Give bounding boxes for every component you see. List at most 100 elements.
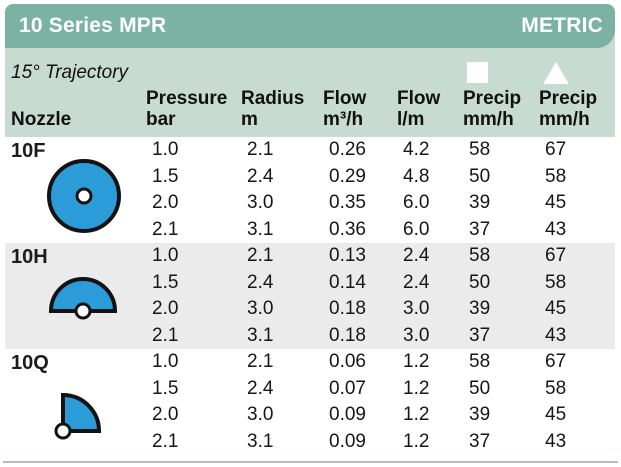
flow-m3h-cell: 0.09 bbox=[329, 430, 366, 452]
flow-lm-cell: 4.8 bbox=[403, 165, 430, 187]
precip-square-value: 50 bbox=[469, 165, 491, 187]
page-title: 10 Series MPR bbox=[19, 14, 167, 37]
radius-cell: 3.1 bbox=[247, 430, 274, 452]
precip-square-value: 58 bbox=[469, 245, 491, 267]
flow-m3h-cell: 0.13 bbox=[329, 245, 366, 267]
flow-m3h-cell: 0.07 bbox=[329, 377, 366, 399]
flow-lm-cell: 1.2 bbox=[403, 430, 430, 452]
precip-square-value: 39 bbox=[469, 298, 491, 320]
pressure-cell: 1.5 bbox=[152, 165, 179, 187]
precip-square-value: 50 bbox=[469, 377, 491, 399]
flow-lm-cell: 2.4 bbox=[403, 271, 430, 293]
precip-triangle-value: 43 bbox=[545, 430, 567, 452]
radius-cell: 3.0 bbox=[247, 298, 274, 320]
radius-cell: 2.1 bbox=[247, 139, 274, 161]
nozzle-cell-10F: 10F bbox=[5, 137, 140, 243]
radius-cell: 2.4 bbox=[247, 377, 274, 399]
trajectory-label: 15° Trajectory bbox=[11, 61, 129, 83]
flow-m3h-cell: 0.26 bbox=[329, 139, 366, 161]
triangle-icon bbox=[543, 61, 569, 84]
flow-m3h-cell: 0.35 bbox=[329, 192, 366, 214]
precip-square-value: 37 bbox=[469, 324, 491, 346]
precip-square-value: 37 bbox=[469, 218, 491, 240]
flow-m3h-cell: 0.14 bbox=[329, 271, 366, 293]
precip-triangle-value: 45 bbox=[545, 192, 567, 214]
pressure-cell: 2.0 bbox=[152, 404, 179, 426]
nozzle-cell-10H: 10H bbox=[5, 243, 140, 349]
full-circle-pattern-icon bbox=[47, 159, 121, 233]
flow-lm-cell: 6.0 bbox=[403, 218, 430, 240]
pressure-cell: 1.0 bbox=[152, 245, 179, 267]
column-header-nozzle: Nozzle bbox=[11, 109, 72, 130]
nozzle-label: 10Q bbox=[11, 352, 49, 374]
precip-triangle-value: 45 bbox=[545, 404, 567, 426]
precip-square-value: 37 bbox=[469, 430, 491, 452]
radius-cell: 2.1 bbox=[247, 351, 274, 373]
nozzle-label: 10F bbox=[11, 140, 46, 162]
radius-cell: 3.1 bbox=[247, 324, 274, 346]
precip-square-value: 39 bbox=[469, 404, 491, 426]
nozzle-label: 10H bbox=[11, 246, 48, 268]
pressure-cell: 1.5 bbox=[152, 377, 179, 399]
nozzle-group-10Q: 10Q 1.0 2.1 0.06 1.2 58 67 1.5 2.4 0.07 … bbox=[5, 349, 615, 455]
nozzle-cell-10Q: 10Q bbox=[5, 349, 140, 455]
flow-m3h-cell: 0.18 bbox=[329, 298, 366, 320]
precip-triangle-value: 67 bbox=[545, 351, 567, 373]
precip-triangle-value: 58 bbox=[545, 271, 567, 293]
precip-square-value: 50 bbox=[469, 271, 491, 293]
column-header-pressure: Pressure bar bbox=[146, 88, 228, 130]
precip-square-value: 58 bbox=[469, 351, 491, 373]
flow-lm-cell: 1.2 bbox=[403, 351, 430, 373]
quarter-circle-pattern-icon bbox=[54, 392, 102, 440]
column-header-flow-lm: Flow l/m bbox=[397, 88, 441, 130]
radius-cell: 2.1 bbox=[247, 245, 274, 267]
title-bar-wrap: 10 Series MPR METRIC bbox=[5, 4, 615, 48]
precip-triangle-value: 58 bbox=[545, 165, 567, 187]
pressure-cell: 2.1 bbox=[152, 430, 179, 452]
precip-triangle-value: 45 bbox=[545, 298, 567, 320]
pressure-cell: 1.0 bbox=[152, 351, 179, 373]
units-badge: METRIC bbox=[521, 14, 603, 37]
flow-lm-cell: 4.2 bbox=[403, 139, 430, 161]
pressure-cell: 2.0 bbox=[152, 192, 179, 214]
precip-triangle-value: 43 bbox=[545, 324, 567, 346]
column-header-precip-square: Precip mm/h bbox=[463, 88, 522, 130]
precip-square-value: 58 bbox=[469, 139, 491, 161]
precip-triangle-value: 67 bbox=[545, 139, 567, 161]
pressure-cell: 2.1 bbox=[152, 324, 179, 346]
flow-lm-cell: 1.2 bbox=[403, 377, 430, 399]
pressure-cell: 2.0 bbox=[152, 298, 179, 320]
flow-m3h-cell: 0.18 bbox=[329, 324, 366, 346]
nozzle-group-10F: 10F 1.0 2.1 0.26 4.2 58 67 1.5 2.4 0.29 … bbox=[5, 137, 615, 243]
flow-m3h-cell: 0.06 bbox=[329, 351, 366, 373]
column-header-precip-triangle: Precip mm/h bbox=[539, 88, 598, 130]
flow-lm-cell: 3.0 bbox=[403, 298, 430, 320]
bottom-divider bbox=[3, 461, 618, 463]
flow-m3h-cell: 0.09 bbox=[329, 404, 366, 426]
radius-cell: 3.0 bbox=[247, 192, 274, 214]
flow-lm-cell: 2.4 bbox=[403, 245, 430, 267]
flow-m3h-cell: 0.36 bbox=[329, 218, 366, 240]
precip-square-value: 39 bbox=[469, 192, 491, 214]
precip-triangle-value: 58 bbox=[545, 377, 567, 399]
pressure-cell: 1.5 bbox=[152, 271, 179, 293]
pressure-cell: 2.1 bbox=[152, 218, 179, 240]
nozzle-table: 10 Series MPR METRIC 15° Trajectory Nozz… bbox=[5, 4, 615, 455]
flow-lm-cell: 1.2 bbox=[403, 404, 430, 426]
flow-lm-cell: 6.0 bbox=[403, 192, 430, 214]
square-icon bbox=[467, 62, 488, 83]
half-circle-pattern-icon bbox=[48, 277, 118, 320]
precip-triangle-value: 67 bbox=[545, 245, 567, 267]
precip-triangle-cell bbox=[533, 61, 615, 84]
flow-lm-cell: 3.0 bbox=[403, 324, 430, 346]
radius-cell: 2.4 bbox=[247, 165, 274, 187]
table-header: 15° Trajectory Nozzle Pressure bar Radius… bbox=[5, 48, 615, 137]
radius-cell: 3.1 bbox=[247, 218, 274, 240]
pressure-cell: 1.0 bbox=[152, 139, 179, 161]
nozzle-group-10H: 10H 1.0 2.1 0.13 2.4 58 67 1.5 2.4 0.14 … bbox=[5, 243, 615, 349]
flow-m3h-cell: 0.29 bbox=[329, 165, 366, 187]
column-header-flow-m3h: Flow m³/h bbox=[323, 88, 367, 130]
radius-cell: 2.4 bbox=[247, 271, 274, 293]
column-header-radius: Radius m bbox=[241, 88, 305, 130]
precip-square-cell bbox=[457, 62, 533, 83]
